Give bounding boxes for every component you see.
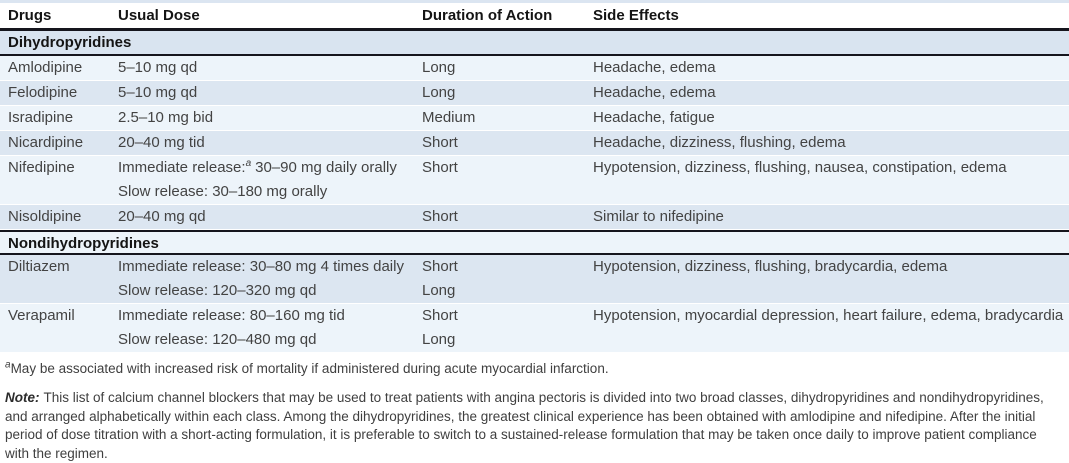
duration-cell: Short Long — [422, 307, 458, 348]
dose-cell: Immediate release: 30–80 mg 4 times dail… — [118, 255, 422, 303]
drug-name: Nifedipine — [8, 159, 75, 176]
section-header-dihydropyridines: Dihydropyridines — [0, 31, 1069, 56]
dose-line-2: Slow release: 30–180 mg orally — [118, 183, 328, 200]
drug-name: Diltiazem — [8, 258, 70, 275]
dose-line-1: Immediate release: 80–160 mg tid — [118, 307, 345, 324]
duration-cell: Long — [422, 84, 456, 101]
header-drugs: Drugs — [8, 7, 52, 24]
note-paragraph: Note: This list of calcium channel blocke… — [5, 389, 1063, 463]
drug-name: Nisoldipine — [8, 208, 82, 225]
footnote-a-marker: a — [5, 359, 11, 371]
header-usual-dose: Usual Dose — [118, 7, 200, 24]
footnote-marker-a: a — [245, 158, 252, 169]
dose-cell: 20–40 mg qd — [118, 208, 206, 225]
duration-cell: Short Long — [422, 258, 458, 299]
table-row-nisoldipine: Nisoldipine 20–40 mg qd Short Similar to… — [0, 205, 1069, 230]
dose-cell: 2.5–10 mg bid — [118, 109, 214, 126]
side-effects-cell: Headache, fatigue — [593, 109, 715, 126]
table-row-nifedipine: Nifedipine Immediate release:a 30–90 mg d… — [0, 156, 1069, 205]
drug-table: Drugs Usual Dose Duration of Action Side… — [0, 0, 1069, 353]
dose-cell: 5–10 mg qd — [118, 59, 198, 76]
dose-cell: 5–10 mg qd — [118, 84, 198, 101]
note-label: Note: — [5, 390, 40, 405]
dose-line-1: Immediate release:a 30–90 mg daily orally — [118, 158, 397, 177]
duration-cell: Short — [422, 159, 458, 176]
table-row-felodipine: Felodipine 5–10 mg qd Long Headache, ede… — [0, 81, 1069, 106]
dose-cell: Immediate release:a 30–90 mg daily orally… — [118, 156, 422, 204]
drug-name: Felodipine — [8, 84, 78, 101]
duration-cell: Short — [422, 208, 458, 225]
table-row-verapamil: Verapamil Immediate release: 80–160 mg t… — [0, 304, 1069, 353]
table-row-diltiazem: Diltiazem Immediate release: 30–80 mg 4 … — [0, 255, 1069, 304]
dose-line-1: Immediate release: 30–80 mg 4 times dail… — [118, 258, 404, 275]
table-header-row: Drugs Usual Dose Duration of Action Side… — [0, 0, 1069, 31]
side-effects-cell: Hypotension, myocardial depression, hear… — [593, 307, 1064, 324]
drug-name: Verapamil — [8, 307, 75, 324]
side-effects-cell: Hypotension, dizziness, flushing, bradyc… — [593, 258, 948, 275]
table-row-nicardipine: Nicardipine 20–40 mg tid Short Headache,… — [0, 131, 1069, 156]
dose-line-2: Slow release: 120–480 mg qd — [118, 331, 317, 348]
table-footer: aMay be associated with increased risk o… — [0, 353, 1069, 463]
footnote-a-text: May be associated with increased risk of… — [10, 361, 609, 376]
header-duration: Duration of Action — [422, 7, 553, 24]
note-text: This list of calcium channel blockers th… — [5, 390, 1044, 461]
dose-cell: Immediate release: 80–160 mg tid Slow re… — [118, 304, 422, 352]
drug-name: Nicardipine — [8, 134, 84, 151]
duration-cell: Short — [422, 134, 458, 151]
side-effects-cell: Headache, dizziness, flushing, edema — [593, 134, 846, 151]
table-row-isradipine: Isradipine 2.5–10 mg bid Medium Headache… — [0, 106, 1069, 131]
section-header-nondihydropyridines: Nondihydropyridines — [0, 230, 1069, 255]
dose-cell: 20–40 mg tid — [118, 134, 205, 151]
side-effects-cell: Headache, edema — [593, 59, 716, 76]
table-row-amlodipine: Amlodipine 5–10 mg qd Long Headache, ede… — [0, 56, 1069, 81]
duration-cell: Long — [422, 59, 456, 76]
header-side-effects: Side Effects — [593, 7, 679, 24]
side-effects-cell: Headache, edema — [593, 84, 716, 101]
drug-name: Isradipine — [8, 109, 74, 126]
drug-name: Amlodipine — [8, 59, 83, 76]
side-effects-cell: Similar to nifedipine — [593, 208, 724, 225]
duration-cell: Medium — [422, 109, 476, 126]
footnote-a: aMay be associated with increased risk o… — [5, 360, 1063, 378]
side-effects-cell: Hypotension, dizziness, flushing, nausea… — [593, 159, 1007, 176]
dose-line-2: Slow release: 120–320 mg qd — [118, 282, 317, 299]
